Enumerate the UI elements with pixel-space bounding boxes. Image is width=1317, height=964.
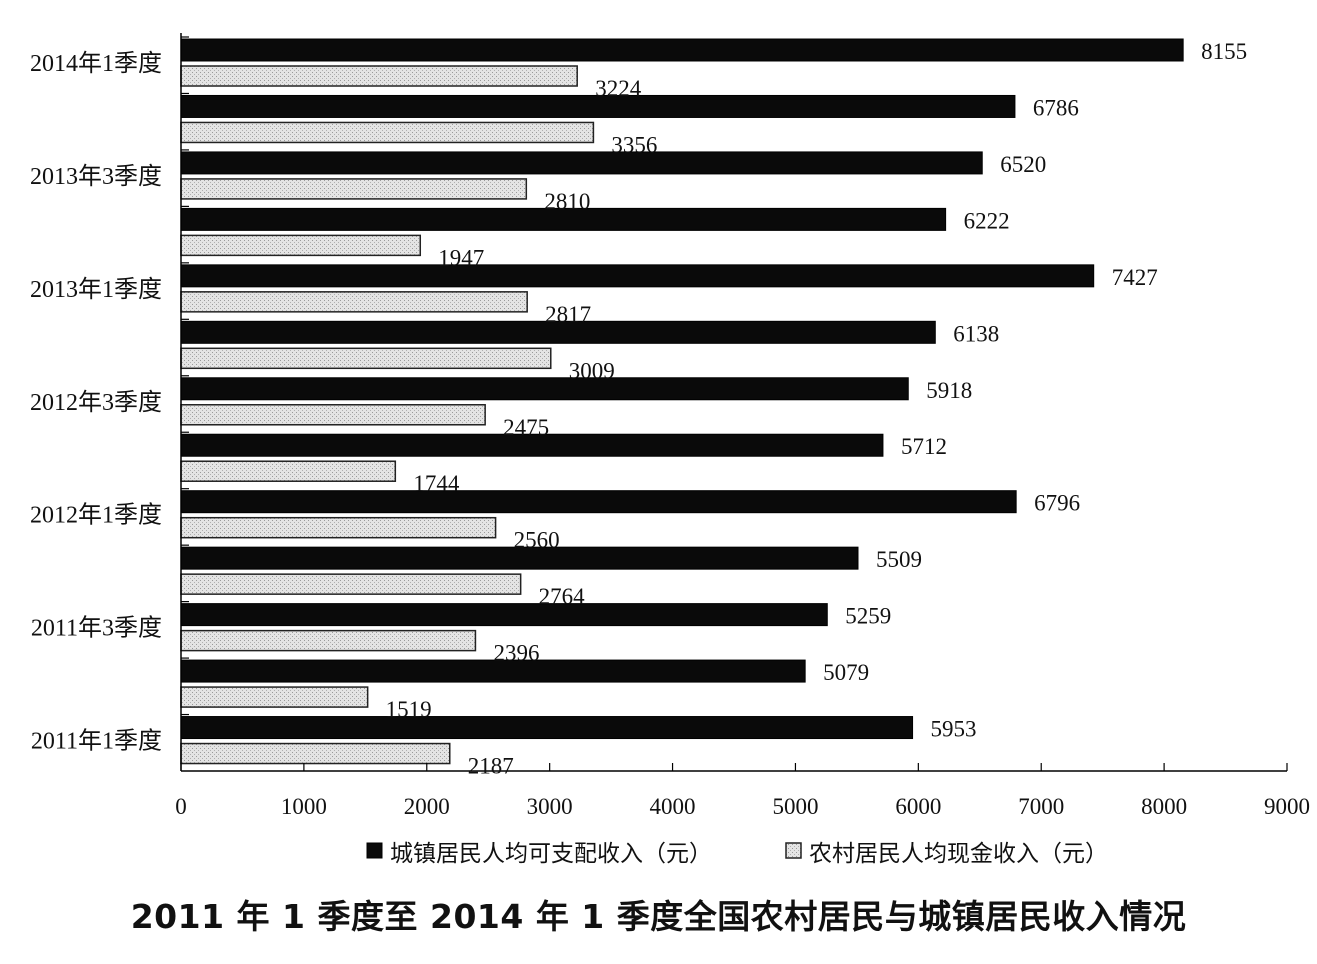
legend-label-rural: 农村居民人均现金收入（元） — [809, 841, 1108, 866]
urban-income-value-label: 5079 — [823, 660, 869, 685]
y-tick-label: 2011年3季度 — [31, 615, 162, 642]
rural-income-value-label: 3356 — [611, 132, 657, 157]
rural-income-value-label: 2187 — [468, 754, 514, 779]
urban-income-bar — [180, 716, 914, 740]
urban-income-value-label: 8155 — [1201, 39, 1247, 64]
rural-income-bar — [180, 121, 595, 144]
rural-income-bar — [180, 516, 497, 539]
rural-income-value-label: 3009 — [569, 358, 615, 383]
urban-income-bar — [180, 490, 1017, 514]
rural-income-value-label: 2396 — [493, 641, 539, 666]
y-tick-label: 2014年1季度 — [30, 50, 162, 77]
rural-income-value-label: 1519 — [386, 697, 432, 722]
urban-income-value-label: 5712 — [901, 434, 947, 459]
urban-income-bar — [180, 377, 909, 401]
legend-label-urban: 城镇居民人均可支配收入（元） — [390, 841, 712, 866]
x-tick-label: 7000 — [1018, 794, 1064, 819]
urban-income-value-label: 5953 — [931, 717, 977, 742]
urban-income-bar — [180, 264, 1095, 288]
y-tick-label: 2012年3季度 — [30, 389, 162, 416]
y-tick-label: 2012年1季度 — [30, 502, 162, 529]
rural-income-bar — [180, 686, 369, 708]
rural-income-bar — [180, 404, 486, 426]
legend-swatch-urban — [366, 842, 383, 859]
rural-income-bar — [180, 65, 578, 87]
rural-income-value-label: 2560 — [514, 528, 560, 553]
rural-income-bar — [180, 347, 552, 370]
rural-income-bar — [180, 460, 397, 482]
rural-income-bar — [180, 291, 528, 313]
x-tick-label: 5000 — [772, 794, 818, 819]
x-tick-label: 2000 — [404, 794, 450, 819]
rural-income-bar — [180, 629, 477, 652]
rural-income-value-label: 2810 — [544, 189, 590, 214]
chart-caption: 2011 年 1 季度至 2014 年 1 季度全国农村居民与城镇居民收入情况 — [130, 897, 1187, 936]
rural-income-value-label: 2764 — [539, 584, 586, 609]
x-tick-label: 8000 — [1141, 794, 1187, 819]
rural-income-bar — [180, 573, 522, 595]
y-tick-label: 2013年3季度 — [30, 163, 162, 190]
x-tick-label: 0 — [175, 794, 187, 819]
urban-income-value-label: 6520 — [1000, 152, 1046, 177]
urban-income-value-label: 6138 — [953, 321, 999, 346]
urban-income-bar — [180, 151, 983, 175]
rural-income-bar — [180, 742, 451, 765]
y-tick-label: 2011年1季度 — [31, 728, 162, 755]
urban-income-value-label: 6786 — [1033, 95, 1079, 120]
x-tick-label: 9000 — [1264, 794, 1310, 819]
rural-income-value-label: 2817 — [545, 302, 591, 327]
rural-income-value-label: 1947 — [438, 245, 484, 270]
rural-income-bar — [180, 234, 422, 257]
rural-income-value-label: 1744 — [413, 471, 460, 496]
x-tick-label: 1000 — [281, 794, 327, 819]
urban-income-bar — [180, 38, 1184, 62]
urban-income-bar — [180, 603, 828, 627]
x-tick-label: 4000 — [650, 794, 696, 819]
urban-income-value-label: 5918 — [926, 378, 972, 403]
urban-income-value-label: 5509 — [876, 547, 922, 572]
urban-income-value-label: 7427 — [1112, 265, 1158, 290]
x-tick-label: 6000 — [895, 794, 941, 819]
x-tick-label: 3000 — [527, 794, 573, 819]
legend-swatch-rural — [785, 842, 802, 859]
rural-income-value-label: 2475 — [503, 415, 549, 440]
rural-income-value-label: 3224 — [595, 76, 642, 101]
urban-income-value-label: 6796 — [1034, 491, 1080, 516]
y-tick-label: 2013年1季度 — [30, 276, 162, 303]
urban-income-value-label: 5259 — [845, 604, 891, 629]
urban-income-value-label: 6222 — [964, 208, 1010, 233]
rural-income-bar — [180, 178, 528, 200]
